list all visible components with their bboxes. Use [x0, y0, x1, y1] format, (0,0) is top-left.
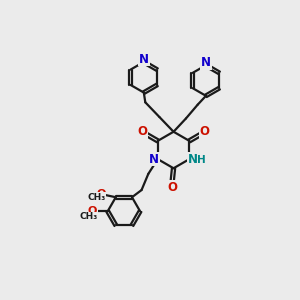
Text: O: O	[167, 181, 177, 194]
Text: CH₃: CH₃	[88, 193, 106, 202]
Text: O: O	[200, 125, 210, 138]
Text: CH₃: CH₃	[80, 212, 98, 221]
Text: H: H	[197, 155, 206, 165]
Text: O: O	[96, 189, 106, 199]
Text: N: N	[139, 52, 149, 65]
Text: N: N	[149, 153, 159, 166]
Text: N: N	[188, 153, 198, 166]
Text: N: N	[201, 56, 211, 69]
Text: O: O	[137, 125, 147, 138]
Text: O: O	[88, 206, 98, 216]
